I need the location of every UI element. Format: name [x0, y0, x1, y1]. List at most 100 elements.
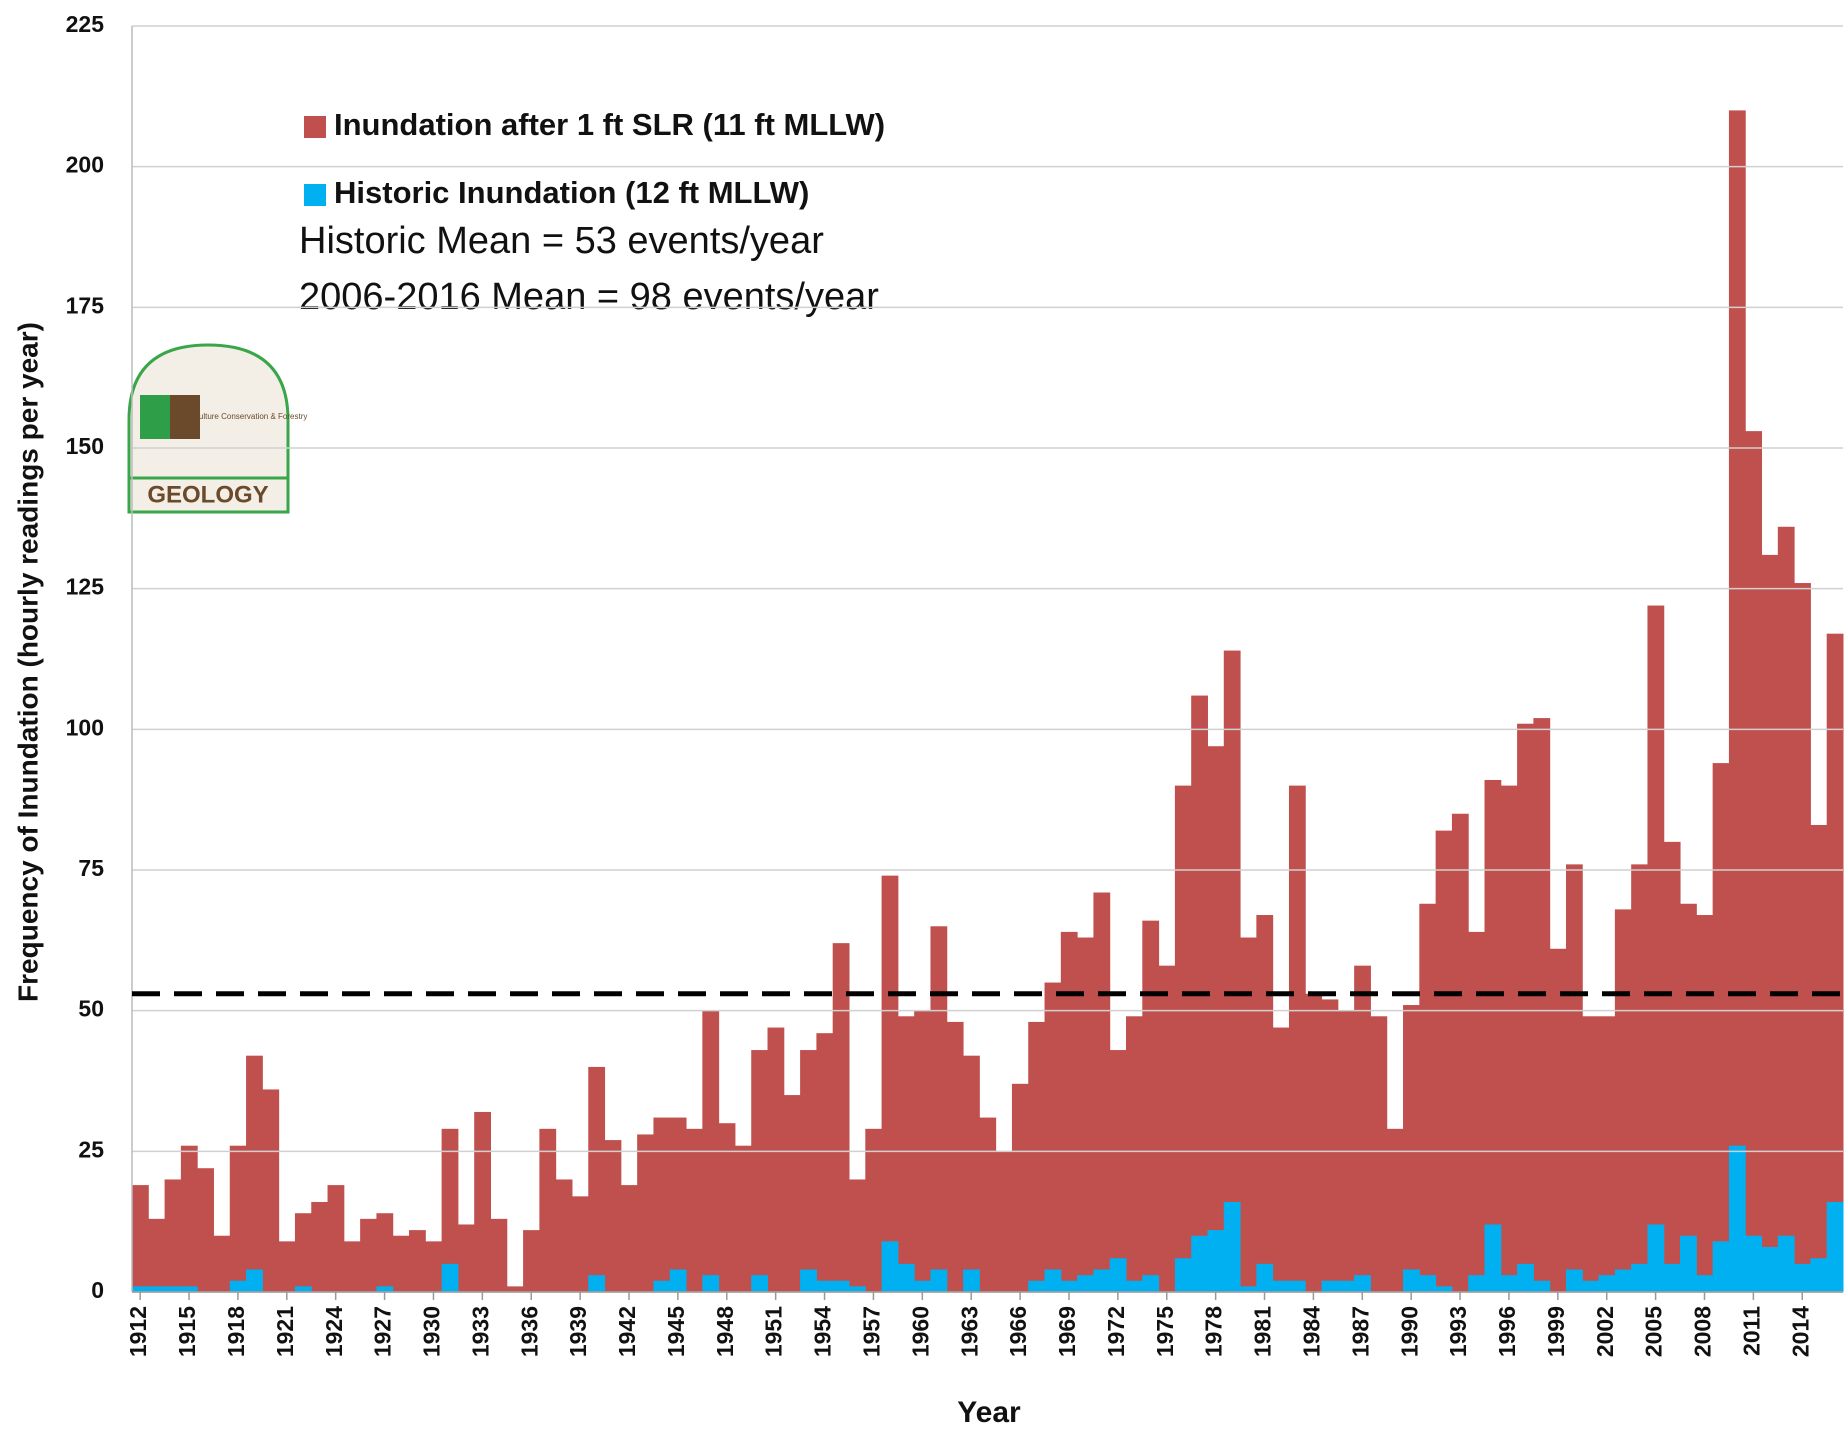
bar	[1044, 1269, 1062, 1292]
annotation: Historic Mean = 53 events/year	[299, 220, 824, 262]
bar	[197, 1168, 214, 1292]
bar	[897, 1263, 915, 1292]
bar	[1435, 1286, 1453, 1292]
bar	[294, 1213, 312, 1292]
bar	[653, 1280, 671, 1292]
bar	[1305, 993, 1323, 1292]
bar	[669, 1269, 687, 1292]
y-tick-label: 0	[91, 1277, 104, 1303]
x-tick-label: 1975	[1152, 1306, 1178, 1357]
bar	[1011, 1083, 1029, 1292]
bar	[1484, 779, 1502, 1292]
bar	[1223, 650, 1241, 1292]
y-tick-label: 50	[78, 996, 104, 1022]
bar	[1028, 1021, 1046, 1292]
x-axis-label: Year	[957, 1396, 1021, 1429]
bar	[1680, 903, 1697, 1292]
bar	[734, 1145, 752, 1292]
bar	[180, 1145, 198, 1292]
x-tick-label: 1933	[467, 1306, 493, 1357]
bar	[1077, 1275, 1094, 1292]
x-tick-label: 1981	[1250, 1306, 1276, 1357]
bar	[1240, 1286, 1257, 1292]
bar	[1126, 1016, 1143, 1292]
bar	[1565, 1269, 1583, 1292]
x-tick-label: 2014	[1787, 1306, 1813, 1357]
bar	[881, 1241, 899, 1292]
bar	[246, 1269, 263, 1292]
bar	[963, 1269, 980, 1292]
y-tick-label: 200	[66, 152, 104, 178]
y-axis-label: Frequency of Inundation (hourly readings…	[12, 322, 43, 1002]
bar	[588, 1275, 606, 1292]
bar	[800, 1269, 817, 1292]
bar	[1517, 723, 1534, 1292]
bar	[1631, 864, 1648, 1292]
x-tick-label: 1999	[1543, 1306, 1569, 1357]
x-tick-label: 1921	[272, 1306, 298, 1357]
bar	[1060, 931, 1078, 1292]
bar	[229, 1145, 247, 1292]
bar	[229, 1280, 247, 1292]
bar	[327, 1185, 345, 1292]
bar	[457, 1224, 475, 1292]
bar	[1582, 1280, 1600, 1292]
bar	[1142, 1275, 1160, 1292]
bar	[718, 1123, 736, 1292]
bar	[474, 1111, 491, 1292]
bar	[1158, 965, 1176, 1292]
bar	[832, 943, 850, 1292]
logo-mark	[140, 395, 170, 439]
bar	[979, 1117, 997, 1292]
bar	[897, 1016, 915, 1292]
legend-swatch	[304, 184, 326, 206]
bar	[376, 1213, 394, 1292]
bar	[571, 1196, 589, 1292]
bar	[1321, 999, 1339, 1292]
bar	[816, 1280, 834, 1292]
bar	[1370, 1016, 1388, 1292]
bar	[1696, 1275, 1714, 1292]
bar	[213, 1235, 231, 1292]
bar	[669, 1117, 687, 1292]
bar	[1142, 920, 1160, 1292]
x-tick-label: 1930	[419, 1306, 445, 1357]
bar	[1826, 1201, 1844, 1292]
bar	[686, 1128, 703, 1292]
bar	[1582, 1016, 1600, 1292]
bar	[1288, 1280, 1306, 1292]
x-tick-label: 1942	[614, 1306, 640, 1357]
bar	[278, 1241, 296, 1292]
bar	[832, 1280, 850, 1292]
bar	[1647, 1224, 1665, 1292]
x-tick-label: 2008	[1690, 1306, 1716, 1357]
bar	[1631, 1263, 1648, 1292]
bar	[1126, 1280, 1143, 1292]
bar	[1354, 965, 1371, 1292]
bar	[343, 1241, 361, 1292]
bar	[1109, 1050, 1127, 1292]
bar	[1728, 1145, 1746, 1292]
bar	[930, 1269, 948, 1292]
bar	[1207, 746, 1225, 1292]
x-tick-label: 1948	[712, 1306, 738, 1357]
bar	[539, 1128, 557, 1292]
y-tick-label: 150	[66, 433, 104, 459]
bar	[1745, 1235, 1763, 1292]
x-tick-label: 1969	[1054, 1306, 1080, 1357]
x-tick-label: 1978	[1201, 1306, 1227, 1357]
x-tick-label: 1924	[321, 1306, 347, 1357]
bar	[1761, 1246, 1779, 1292]
x-tick-label: 1945	[663, 1306, 689, 1357]
bar	[1745, 431, 1763, 1292]
bar	[914, 1280, 931, 1292]
x-tick-label: 1963	[956, 1306, 982, 1357]
bar	[783, 1095, 801, 1292]
y-tick-label: 75	[78, 855, 104, 881]
bar	[1451, 813, 1469, 1292]
bar	[1256, 915, 1274, 1292]
bar	[1810, 824, 1828, 1292]
bar	[1777, 1235, 1795, 1292]
x-tick-label: 1993	[1445, 1306, 1471, 1357]
legend-label: Inundation after 1 ft SLR (11 ft MLLW)	[334, 107, 885, 142]
